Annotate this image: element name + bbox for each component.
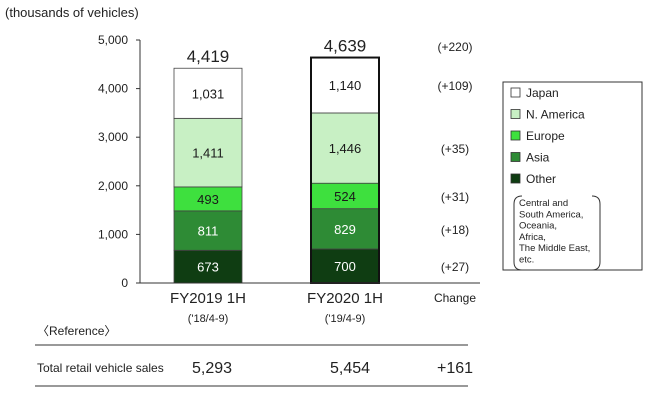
bar-segment-europe-2 [310, 182, 380, 210]
legend-swatch-asia [510, 152, 521, 162]
x-axis-labels: FY2019 1H ('18/4-9) FY2020 1H ('19/4-9) [170, 290, 383, 325]
x-tick-label: FY2020 1H [307, 290, 383, 307]
data-label-europe-2: 524 [334, 189, 356, 204]
data-label-asia-2: 829 [334, 222, 356, 237]
unit-label: (thousands of vehicles) [5, 5, 139, 20]
y-tick-label: 1,000 [98, 227, 128, 241]
change-asia: (+18) [441, 223, 469, 237]
y-tick-label: 4,000 [98, 82, 128, 96]
y-tick-label: 2,000 [98, 179, 128, 193]
legend-swatch-n-america [510, 109, 521, 119]
legend-label-japan: Japan [526, 86, 559, 100]
reference-change: +161 [437, 360, 473, 377]
reference-title: 〈Reference〉 [37, 324, 116, 338]
data-label-n-america-1: 1,411 [192, 146, 224, 161]
data-label-other-1: 673 [197, 260, 219, 275]
data-label-other-2: 700 [334, 259, 356, 274]
y-tick-label: 0 [121, 276, 128, 290]
legend-swatch-japan [510, 87, 521, 98]
bars: 673 811 493 1,411 1,031 700 829 524 1,446 1,140 [140, 56, 480, 284]
change-column: (+27) (+18) (+31) (+35) (+109) (+220) [437, 40, 472, 274]
bar-total-1: 4,419 [187, 47, 230, 66]
bar-segment-japan-1 [173, 67, 243, 119]
bar-segment-n-america-1 [173, 117, 243, 188]
bar-total-2: 4,639 [324, 37, 367, 56]
legend-note-line: South America, [519, 209, 583, 220]
x-tick-sublabel: ('19/4-9) [325, 313, 366, 325]
reference-value-fy2019: 5,293 [192, 360, 232, 377]
legend-swatch-europe [510, 130, 521, 141]
legend-note-bracket-left [513, 195, 523, 271]
data-label-japan-2: 1,140 [329, 78, 362, 93]
data-label-asia-1: 811 [198, 224, 219, 239]
legend: Japan N. America Europe Asia Other Central an… [502, 81, 643, 271]
change-japan: (+109) [437, 79, 472, 93]
y-tick-label: 5,000 [98, 33, 128, 47]
data-label-japan-1: 1,031 [192, 86, 225, 101]
legend-label-europe: Europe [526, 129, 565, 143]
bar-segment-japan-2 [310, 57, 380, 114]
bar-segment-n-america-2 [310, 112, 380, 184]
legend-note-line: Central and [519, 198, 568, 209]
legend-note-line: Oceania, [519, 221, 557, 232]
bar-totals: 4,419 4,639 [187, 37, 367, 67]
legend-note-line: Africa, [519, 232, 546, 243]
legend-swatch-other [510, 173, 521, 184]
change-total: (+220) [437, 40, 472, 54]
y-axis: 0 1,000 2,000 3,000 4,000 5,000 [98, 33, 141, 290]
data-label-n-america-2: 1,446 [329, 141, 362, 156]
data-label-europe-1: 493 [197, 192, 219, 207]
legend-label-other: Other [526, 172, 556, 186]
change-n-america: (+35) [441, 142, 469, 156]
y-tick-label: 3,000 [98, 130, 128, 144]
bar-segment-asia-1 [173, 210, 243, 251]
legend-label-n-america: N. America [526, 108, 585, 122]
x-tick-label: FY2019 1H [170, 290, 246, 307]
legend-note-line: The Middle East, [519, 243, 590, 254]
legend-note-bracket-right [591, 195, 601, 271]
legend-note-line: etc. [519, 255, 534, 266]
change-europe: (+31) [441, 190, 469, 204]
legend-label-asia: Asia [526, 151, 550, 165]
reference-value-fy2020: 5,454 [330, 360, 370, 377]
legend-box [502, 81, 643, 271]
reference-row-label: Total retail vehicle sales [37, 361, 164, 375]
x-tick-sublabel: ('18/4-9) [188, 313, 229, 325]
change-header: Change [434, 291, 476, 305]
change-other: (+27) [441, 260, 469, 274]
